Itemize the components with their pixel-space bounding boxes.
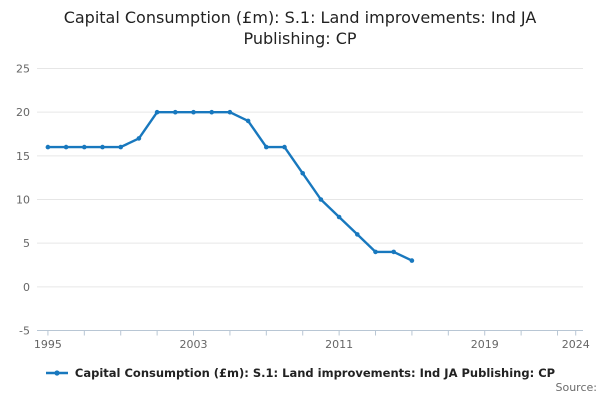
- x-tick-label-2024: 2024: [562, 338, 590, 351]
- data-point-2014[interactable]: [391, 249, 397, 255]
- data-point-1997[interactable]: [82, 144, 87, 150]
- data-point-1995[interactable]: [45, 144, 51, 150]
- data-point-1998[interactable]: [100, 144, 105, 150]
- data-point-2012[interactable]: [355, 232, 360, 237]
- data-point-2003[interactable]: [191, 109, 196, 115]
- data-point-2004[interactable]: [209, 109, 214, 115]
- chart-title-line-1: Capital Consumption (£m): S.1: Land impr…: [63, 8, 537, 27]
- data-point-2015[interactable]: [409, 258, 415, 263]
- data-point-2013[interactable]: [373, 249, 378, 255]
- y-tick-label-25: 25: [16, 63, 30, 76]
- data-point-2005[interactable]: [227, 109, 233, 115]
- x-tick-label-1995: 1995: [34, 338, 62, 351]
- chart-title: Capital Consumption (£m): S.1: Land impr…: [0, 7, 600, 49]
- y-tick-label-10: 10: [16, 194, 30, 207]
- legend-series-label: Capital Consumption (£m): S.1: Land impr…: [74, 366, 556, 380]
- data-point-2008[interactable]: [282, 144, 287, 150]
- data-point-2007[interactable]: [264, 144, 269, 150]
- legend-line-marker: [45, 370, 68, 376]
- legend: Capital Consumption (£m): S.1: Land impr…: [0, 366, 600, 380]
- data-point-1996[interactable]: [63, 144, 69, 150]
- y-tick-label-15: 15: [16, 150, 30, 163]
- data-point-2011[interactable]: [336, 214, 342, 220]
- y-tick-label-0: 0: [23, 281, 30, 294]
- plot-area: -5 0 5 10 15 20 25 1995 2003 2011 2019 2024: [16, 63, 590, 352]
- data-point-2009[interactable]: [300, 171, 306, 176]
- y-tick-label--5: -5: [19, 325, 30, 338]
- source-label: Source:: [555, 381, 598, 394]
- y-tick-label-5: 5: [23, 237, 30, 250]
- data-point-2002[interactable]: [173, 109, 178, 115]
- data-point-1999[interactable]: [118, 144, 123, 150]
- x-tick-label-2003: 2003: [180, 338, 208, 351]
- data-point-2006[interactable]: [245, 118, 251, 124]
- chart-title-line-2: Publishing: CP: [243, 29, 357, 48]
- data-point-2000[interactable]: [136, 136, 142, 141]
- x-tick-label-2011: 2011: [325, 338, 353, 351]
- data-point-2001[interactable]: [154, 109, 160, 115]
- x-tick-label-2019: 2019: [471, 338, 499, 351]
- y-tick-label-20: 20: [16, 106, 30, 119]
- series-line: [46, 110, 414, 262]
- data-point-2010[interactable]: [318, 197, 324, 202]
